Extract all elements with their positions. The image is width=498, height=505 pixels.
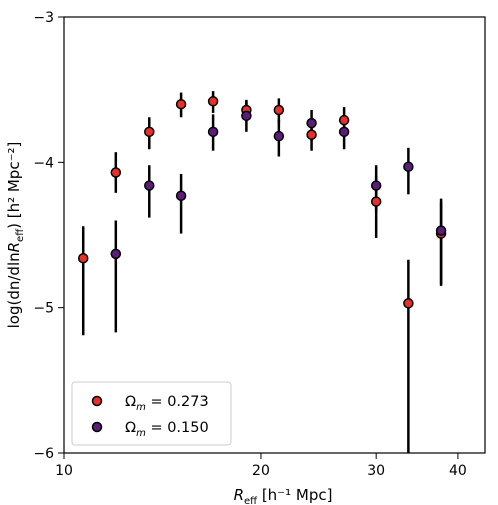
plot-frame [63,16,486,454]
data-point [338,114,350,126]
legend-marker-omega-0273 [91,395,103,407]
x-tick-label: 10 [55,463,73,479]
y-tick-label: −3 [33,10,54,26]
data-point [273,130,285,142]
y-axis-label: log(dn/dlnReff) [h² Mpc⁻²] [5,142,26,329]
x-tick-label: 30 [367,463,385,479]
data-point [306,129,317,140]
data-point [110,167,122,178]
y-tick-label: −4 [33,155,54,171]
x-tick-label: 40 [449,463,467,479]
data-point [110,248,122,260]
data-point [403,298,414,309]
legend-box [71,381,232,446]
data-point [273,104,285,116]
x-axis-label: Reff [h⁻¹ Mpc] [234,486,333,505]
legend: Ωm = 0.273 Ωm = 0.150 [71,381,232,446]
y-tick-label: −6 [33,446,54,462]
data-point [370,180,382,191]
legend-label-omega-0150: Ωm = 0.150 [125,420,209,439]
legend-marker-omega-0150 [91,421,103,433]
tick-layer: 10 20 30 40 −6 −5 −4 −3 [33,10,466,479]
data-point [144,126,155,138]
x-tick-label: 20 [252,463,270,479]
y-tick-label: −5 [33,301,54,317]
data-point [207,126,219,138]
data-layer [77,91,447,453]
data-point [435,225,447,236]
data-point [241,110,252,122]
data-point [144,180,155,191]
legend-label-omega-0273: Ωm = 0.273 [125,394,209,413]
data-point [370,196,382,207]
data-point [175,190,187,202]
data-point [175,98,187,110]
data-point [403,161,414,172]
data-point [338,126,350,138]
data-point [77,253,89,264]
data-point [306,117,317,129]
data-point [207,96,219,107]
